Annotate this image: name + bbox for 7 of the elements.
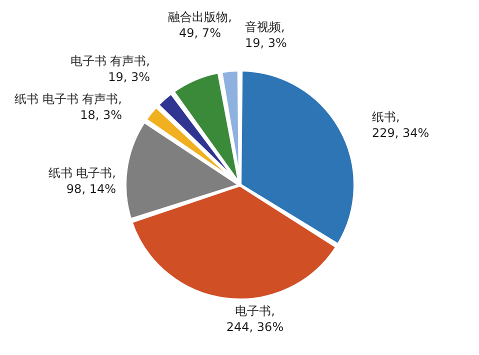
slice-label: 音视频, 19, 3%: [245, 20, 287, 50]
slice-label: 纸书 电子书 有声书, 18, 3%: [14, 92, 122, 122]
slice-label: 纸书, 229, 34%: [372, 110, 430, 140]
slice-label: 纸书 电子书, 98, 14%: [48, 166, 116, 196]
slice-label: 融合出版物, 49, 7%: [168, 10, 232, 40]
slice-label: 电子书 有声书, 19, 3%: [70, 54, 150, 84]
slice-label: 电子书, 244, 36%: [226, 304, 284, 334]
